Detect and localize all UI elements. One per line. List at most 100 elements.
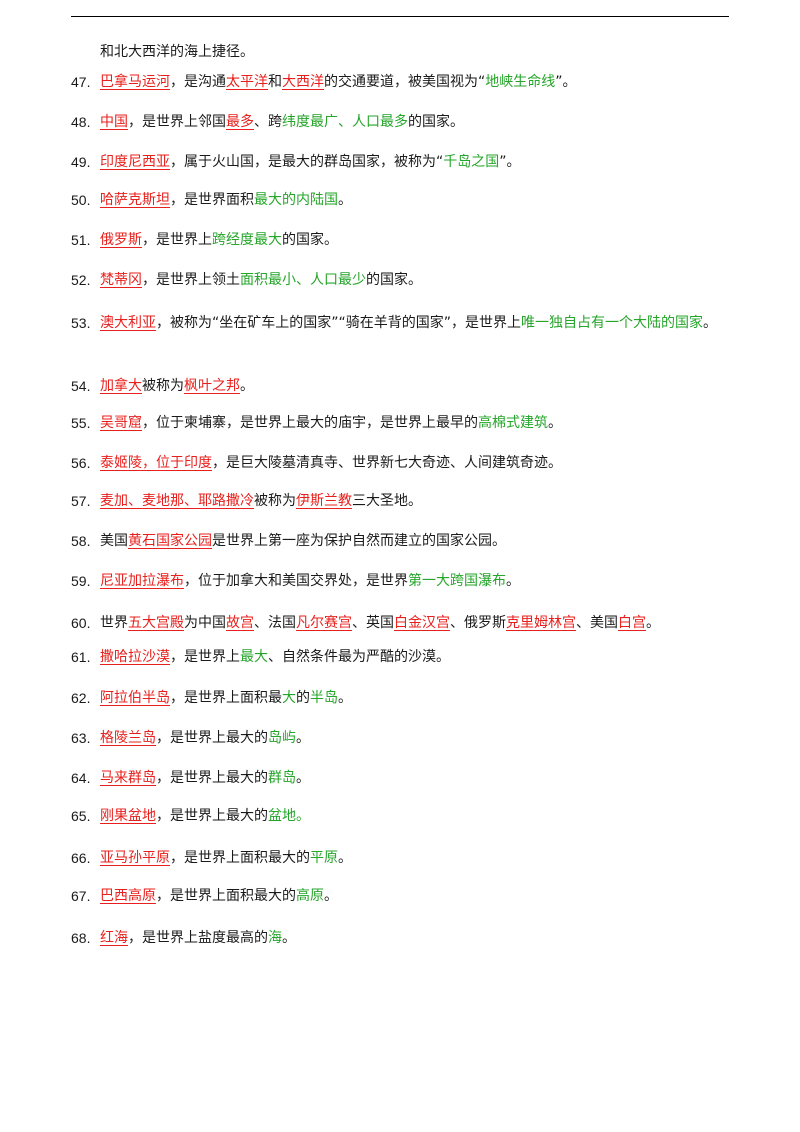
underlined-term: 红海	[100, 930, 128, 946]
underlined-term: 凡尔赛宫	[296, 615, 352, 631]
underlined-term: 伊斯兰教	[296, 493, 352, 509]
highlight-phrase: 唯一独自占有一个大陆的国家	[521, 315, 704, 331]
underlined-term: 枫叶之邦	[184, 378, 240, 394]
underlined-term: 尼亚加拉瀑布	[100, 573, 184, 589]
item-number: 61.	[71, 649, 91, 665]
underlined-term: 巴拿马运河	[100, 74, 170, 90]
text-run: 、美国	[576, 615, 618, 631]
continuation-line: 和北大西洋的海上捷径。	[100, 42, 254, 62]
underlined-term: 中国	[100, 114, 128, 130]
item-text: 哈萨克斯坦，是世界面积最大的内陆国。	[100, 190, 352, 210]
text-run: 、英国	[352, 615, 394, 631]
text-run: ，是巨大陵墓清真寺、世界新七大奇迹、人间建筑奇迹。	[212, 455, 562, 471]
item-text: 刚果盆地，是世界上最大的盆地。	[100, 806, 310, 826]
item-text: 麦加、麦地那、耶路撒冷被称为伊斯兰教三大圣地。	[100, 491, 422, 511]
item-number: 48.	[71, 114, 91, 130]
item-text: 尼亚加拉瀑布，位于加拿大和美国交界处，是世界第一大跨国瀑布。	[100, 571, 520, 591]
item-number: 49.	[71, 154, 91, 170]
text-run: 。	[646, 615, 660, 631]
highlight-phrase: 最大的内陆国	[254, 192, 338, 208]
underlined-term: 格陵兰岛	[100, 730, 156, 746]
item-text: 格陵兰岛，是世界上最大的岛屿。	[100, 728, 310, 748]
underlined-term: 马来群岛	[100, 770, 156, 786]
text-run: 被称为	[142, 378, 184, 394]
text-run: 。	[548, 415, 562, 431]
item-number: 56.	[71, 455, 91, 471]
text-run: 的	[296, 690, 310, 706]
item-text: 俄罗斯，是世界上跨经度最大的国家。	[100, 230, 338, 250]
item-text: 泰姬陵，位于印度，是巨大陵墓清真寺、世界新七大奇迹、人间建筑奇迹。	[100, 453, 562, 473]
text-run: 和北大西洋的海上捷径。	[100, 44, 254, 60]
text-run: 。	[296, 770, 310, 786]
highlight-phrase: 面积最小、人口最少	[240, 272, 366, 288]
text-run: ，是世界上领土	[142, 272, 240, 288]
highlight-phrase: 高棉式建筑	[478, 415, 548, 431]
underlined-term: 五大宫殿	[128, 615, 184, 631]
underlined-term: 故宫	[226, 615, 254, 631]
highlight-phrase: 跨经度最大	[212, 232, 282, 248]
text-run: ，位于加拿大和美国交界处，是世界	[184, 573, 408, 589]
item-text: 中国，是世界上邻国最多、跨纬度最广、人口最多的国家。	[100, 112, 464, 132]
item-number: 58.	[71, 533, 91, 549]
text-run: 和	[268, 74, 282, 90]
item-number: 67.	[71, 888, 91, 904]
underlined-term: 麦加、麦地那、耶路撒冷	[100, 493, 254, 509]
highlight-phrase: 平原	[310, 850, 338, 866]
text-run: ，属于火山国，是最大的群岛国家，被称为“	[170, 154, 444, 170]
text-run: 、法国	[254, 615, 296, 631]
text-run: ，位于柬埔寨，是世界上最大的庙宇，是世界上最早的	[142, 415, 478, 431]
text-run: 。	[703, 315, 718, 331]
text-run: 。	[324, 888, 338, 904]
item-text: 美国黄石国家公园是世界上第一座为保护自然而建立的国家公园。	[100, 531, 506, 551]
item-number: 50.	[71, 192, 91, 208]
text-run: ，是世界上最大的	[156, 730, 268, 746]
highlight-phrase: 最大	[240, 649, 268, 665]
item-text: 巴拿马运河，是沟通太平洋和大西洋的交通要道，被美国视为“地峡生命线”。	[100, 72, 577, 92]
item-number: 51.	[71, 232, 91, 248]
underlined-term: 最多	[226, 114, 254, 130]
item-number: 57.	[71, 493, 91, 509]
highlight-phrase: 地峡生命线	[485, 74, 556, 90]
highlight-phrase: 大	[282, 690, 296, 706]
text-run: 的国家。	[282, 232, 338, 248]
item-number: 59.	[71, 573, 91, 589]
text-run: 被称为	[254, 493, 296, 509]
text-run: 。	[240, 378, 254, 394]
text-run: 是世界上第一座为保护自然而建立的国家公园。	[212, 533, 506, 549]
item-text: 世界五大宫殿为中国故宫、法国凡尔赛宫、英国白金汉宫、俄罗斯克里姆林宫、美国白宫。	[100, 613, 660, 633]
text-run: ，是世界上盐度最高的	[128, 930, 268, 946]
highlight-phrase: 纬度最广、人口最多	[282, 114, 408, 130]
item-number: 47.	[71, 74, 91, 90]
underlined-term: 吴哥窟	[100, 415, 142, 431]
item-text: 巴西高原，是世界上面积最大的高原。	[100, 886, 338, 906]
text-run: 的国家。	[408, 114, 464, 130]
item-text: 亚马孙平原，是世界上面积最大的平原。	[100, 848, 352, 868]
header-rule	[71, 16, 729, 17]
item-number: 62.	[71, 690, 91, 706]
underlined-term: 澳大利亚	[100, 315, 156, 331]
highlight-phrase: 第一大跨国瀑布	[408, 573, 506, 589]
item-text: 澳大利亚，被称为“坐在矿车上的国家”“骑在羊背的国家”，是世界上唯一独自占有一个…	[100, 310, 736, 336]
text-run: 、俄罗斯	[450, 615, 506, 631]
text-run: ，被称为“坐在矿车上的国家”“骑在羊背的国家”，是世界上	[156, 315, 522, 331]
highlight-phrase: 高原	[296, 888, 324, 904]
underlined-term: 印度尼西亚	[100, 154, 170, 170]
item-text: 阿拉伯半岛，是世界上面积最大的半岛。	[100, 688, 352, 708]
underlined-term: 白金汉宫	[394, 615, 450, 631]
underlined-term: 哈萨克斯坦	[100, 192, 170, 208]
underlined-term: 克里姆林宫	[506, 615, 576, 631]
item-number: 68.	[71, 930, 91, 946]
underlined-term: 白宫	[618, 615, 646, 631]
text-run: ”。	[499, 154, 521, 170]
underlined-term: 太平洋	[226, 74, 268, 90]
item-text: 撒哈拉沙漠，是世界上最大、自然条件最为严酷的沙漠。	[100, 647, 450, 667]
item-number: 66.	[71, 850, 91, 866]
highlight-phrase: 盆地。	[268, 808, 310, 824]
text-run: ，是世界上面积最大的	[156, 888, 296, 904]
item-number: 60.	[71, 615, 91, 631]
item-number: 65.	[71, 808, 91, 824]
item-number: 63.	[71, 730, 91, 746]
item-text: 马来群岛，是世界上最大的群岛。	[100, 768, 310, 788]
text-run: 。	[506, 573, 520, 589]
underlined-term: 加拿大	[100, 378, 142, 394]
